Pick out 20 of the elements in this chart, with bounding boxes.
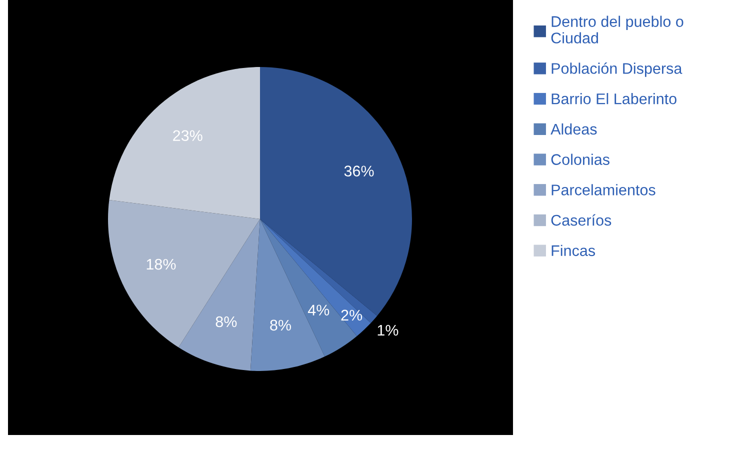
data-label: 18% <box>146 258 176 270</box>
pie-slice <box>260 219 371 336</box>
data-label: 4% <box>308 304 330 316</box>
legend-label: Población Dispersa <box>552 62 682 77</box>
pie-slice <box>108 200 260 348</box>
legend-label: Fincas <box>552 244 595 256</box>
data-label: 1% <box>378 324 398 336</box>
legend-label: Caseríos <box>551 214 612 226</box>
data-label: 8% <box>270 320 292 331</box>
pie-slice <box>178 219 260 371</box>
data-label: 36% <box>344 166 374 177</box>
legend-label: Colonias <box>551 154 610 165</box>
legend-label: Barrio El Laberinto <box>552 93 676 104</box>
data-label: 2% <box>341 310 362 321</box>
pie-slice <box>109 67 260 219</box>
data-label: 23% <box>173 130 202 142</box>
legend-label: Aldeas <box>550 123 597 135</box>
data-label: 8% <box>216 316 237 328</box>
legend-label: Dentro del pueblo o Ciudad <box>551 16 684 44</box>
legend-label: Parcelamientos <box>552 184 656 196</box>
